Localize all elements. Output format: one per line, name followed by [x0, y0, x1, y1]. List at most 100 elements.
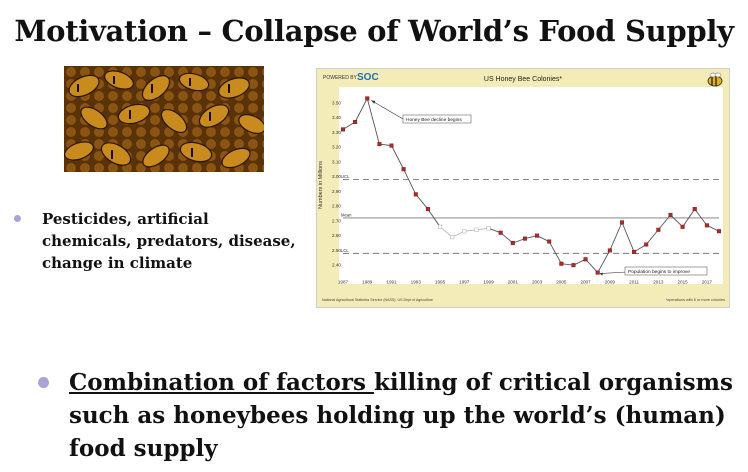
x-tick-label: 1995: [435, 280, 446, 285]
data-point: [341, 127, 346, 132]
series-segment: [670, 214, 683, 228]
data-point: [377, 142, 382, 147]
x-tick-label: 2009: [605, 280, 616, 285]
annotation-improve: Population begins to improve: [628, 269, 690, 275]
plot-area: [339, 87, 723, 284]
data-point: [595, 270, 600, 275]
y-tick-label: 3.40: [332, 115, 341, 120]
data-point: [704, 223, 709, 228]
x-tick-label: 1991: [386, 280, 397, 285]
series-segment: [536, 235, 550, 242]
data-point: [438, 224, 443, 229]
y-tick-label: 3.10: [332, 159, 341, 164]
series-segment: [633, 244, 647, 253]
data-point: [450, 235, 455, 240]
ucl-label: UCL: [341, 174, 350, 179]
series-segment: [645, 229, 659, 245]
annotation-decline: Honey Bee decline begins: [406, 117, 462, 123]
x-tick-label: 1997: [459, 280, 470, 285]
data-point: [680, 224, 685, 229]
x-tick-label: 2005: [556, 280, 567, 285]
series-segment: [476, 227, 489, 231]
annotation-box-decline: [402, 114, 472, 124]
data-point: [353, 120, 358, 125]
data-point: [486, 226, 491, 231]
data-point: [571, 263, 576, 268]
series-segment: [488, 227, 501, 234]
data-point: [425, 207, 430, 212]
series-segment: [694, 208, 708, 226]
chart-footnote: *operations with 5 or more colonies: [666, 298, 725, 302]
data-point: [619, 220, 624, 225]
underlined-phrase: Combination of factors: [69, 369, 374, 396]
series-segment: [512, 238, 526, 244]
honeybees-photo: [64, 66, 264, 172]
data-point: [668, 212, 673, 217]
annotation-arrow: [599, 271, 628, 274]
x-tick-label: 2001: [508, 280, 519, 285]
annotation-arrowhead: [371, 100, 376, 104]
data-point: [559, 261, 564, 266]
series-segment: [354, 98, 368, 123]
y-tick-label: 2.40: [332, 263, 341, 268]
x-tick-label: 2003: [532, 280, 543, 285]
series-segment: [609, 222, 623, 251]
x-tick-label: 1989: [362, 280, 373, 285]
y-tick-label: 2.70: [332, 218, 341, 223]
bullet-rest-text: killing of critical organisms such as ho…: [69, 369, 733, 462]
y-tick-label: 3.30: [332, 130, 341, 135]
honeybees-photo-art: [64, 66, 264, 172]
x-tick-label: 1999: [483, 280, 494, 285]
series-segment: [391, 145, 405, 170]
lcl-label: LCL: [341, 248, 349, 253]
y-tick-label: 2.50: [332, 248, 341, 253]
x-tick-label: 2011: [629, 280, 639, 285]
data-point: [632, 249, 637, 254]
data-point: [389, 143, 394, 148]
annotation-arrow: [371, 100, 404, 120]
series-segment: [597, 250, 611, 273]
mean-label: Mean: [341, 212, 352, 217]
series-segment: [524, 235, 538, 240]
bullet-dot: [14, 215, 21, 222]
series-segment: [342, 121, 356, 130]
y-tick-label: 3.20: [332, 145, 341, 150]
data-point: [522, 236, 527, 241]
chart-title: US Honey Bee Colonies*: [484, 76, 562, 83]
bee-icon: [707, 72, 723, 87]
x-tick-label: 2017: [702, 280, 713, 285]
x-tick-label: 1987: [338, 280, 349, 285]
honey-bee-chart: POWERED BY SOC US Honey Bee Colonies* Nu…: [316, 68, 730, 308]
powered-by-label: POWERED BY: [323, 75, 358, 81]
series-segment: [415, 194, 429, 210]
data-point: [401, 167, 406, 172]
series-segment: [451, 230, 465, 238]
series-segment: [573, 258, 586, 266]
series-segment: [379, 143, 392, 147]
data-point: [462, 229, 467, 234]
y-tick-label: 3.50: [332, 100, 341, 105]
series-segment: [682, 208, 696, 228]
series-segment: [366, 98, 380, 145]
series-segment: [706, 224, 720, 232]
slide-title: Motivation – Collapse of World’s Food Su…: [14, 14, 734, 48]
x-tick-label: 2007: [580, 280, 591, 285]
data-point: [717, 229, 722, 234]
series-segment: [561, 263, 574, 266]
series-segment: [621, 222, 635, 253]
series-segment: [548, 241, 562, 264]
data-point: [498, 230, 503, 235]
bullet-text-main: Combination of factors killing of critic…: [69, 366, 739, 465]
series-segment: [500, 232, 514, 244]
chart-source: National Agricultural Statistics Service…: [322, 298, 433, 302]
series-segment: [427, 208, 441, 228]
series-segment: [585, 258, 599, 273]
soc-logo: SOC: [357, 72, 379, 83]
data-point: [474, 227, 479, 232]
chart-svg: POWERED BY SOC US Honey Bee Colonies* Nu…: [317, 69, 729, 307]
data-point: [547, 239, 552, 244]
series-segment: [658, 214, 671, 231]
data-point: [413, 192, 418, 197]
x-tick-label: 2013: [653, 280, 664, 285]
y-tick-label: 3.00: [332, 174, 341, 179]
